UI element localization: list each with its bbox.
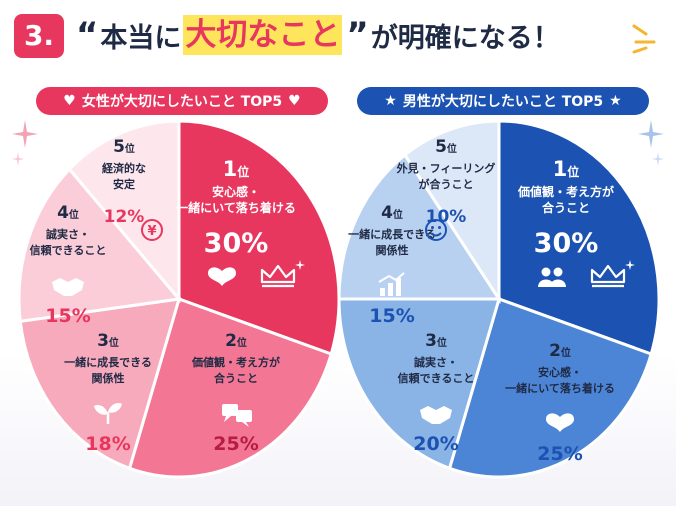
value-label: 25% [213,433,258,455]
headline: “ 本当に 大切なこと ” が明確になる！ [74,10,560,60]
men-slice-rank-3 [337,297,502,471]
men-slice-rank-5 [402,119,501,305]
rank-label: 4位 [381,203,403,223]
slice-label-line: 安心感・ [212,184,260,199]
rank-label: 2位 [549,341,571,361]
yen-coin-icon: ¥ [141,219,163,241]
sparkle-icon [12,120,38,166]
star-icon: ★ [609,93,622,109]
quote-open: “ [76,15,99,55]
star-icon: ★ [384,93,397,109]
value-label: 12% [104,207,145,227]
slice-label-line: 価値観・考え方が [191,355,280,369]
men-slice-rank-2 [447,297,654,479]
slice-label-line: 一緒にいて落ち着ける [176,200,296,215]
value-label: 25% [537,443,582,465]
slice-label-line: 安心感・ [538,365,582,379]
rank-label: 5位 [113,137,135,157]
headline-text-before: 本当に [100,22,182,54]
slice-label-line: 信頼できること [398,371,475,385]
headline-text-after: が明確になる！ [370,22,560,54]
slice-label-line: 関係性 [92,371,125,385]
rank-label: 3位 [425,331,447,351]
slice-label-line: 誠実さ・ [46,227,90,241]
heart-icon [546,413,574,432]
women-slice-rank-2 [127,297,334,479]
value-label: 15% [369,305,414,327]
sprout-icon [94,402,122,424]
slice-label-line: 合うこと [542,200,590,215]
value-label: 10% [426,207,467,227]
people-icon [538,267,566,287]
slice-label-line: 誠実さ・ [414,355,458,369]
section-number-badge: 3. [14,14,64,58]
men-slice-rank-4 [337,152,502,301]
men-chart-title: 男性が大切にしたいこと TOP5 [402,94,604,110]
slice-label-line: 一緒に成長できる [64,355,152,369]
slice-label-line: 経済的な [102,161,146,175]
quote-close: ” [346,15,369,55]
heart-icon [208,267,236,286]
heart-icon: ♥ [63,93,76,109]
rank-label: 2位 [225,331,247,351]
value-label: 30% [204,228,269,259]
slice-label-line: 信頼できること [30,243,107,257]
slice-label-line: 合うこと [214,371,258,385]
emphasis-lines-icon [632,24,656,54]
heart-icon: ♥ [288,93,301,109]
growth-chart-icon [378,272,405,296]
value-label: 18% [85,433,130,455]
rank-label: 4位 [57,203,79,223]
value-label: 15% [45,305,90,327]
headline-highlight: 大切なこと [183,15,343,55]
rank-label: 1位 [223,157,250,181]
chat-bubbles-icon [222,404,252,427]
men-title-pill: ★ 男性が大切にしたいこと TOP5 ★ [357,87,649,115]
women-chart-title: 女性が大切にしたいこと TOP5 [81,94,283,110]
rank-label: 5位 [435,137,457,157]
value-label: 30% [534,228,599,259]
slice-label-line: が合うこと [419,177,474,191]
svg-text:¥: ¥ [147,224,156,239]
handshake-icon [420,406,452,424]
slice-label-line: 一緒にいて落ち着ける [505,381,615,395]
slice-label-line: 価値観・考え方が [517,184,614,199]
slice-label-line: 一緒に成長できる [348,227,436,241]
value-label: 20% [413,433,458,455]
slice-label-line: 関係性 [376,243,409,257]
sparkle-icon [638,120,664,166]
rank-label: 3位 [97,331,119,351]
women-title-pill: ♥ 女性が大切にしたいこと TOP5 ♥ [36,87,328,115]
slice-label-line: 外見・フィーリング [396,161,496,175]
handshake-icon [52,278,84,296]
slice-label-line: 安定 [113,177,135,191]
women-slice-rank-5 [67,119,181,304]
rank-label: 1位 [553,157,580,181]
crown-icon [590,260,635,288]
smile-icon [425,219,447,241]
men-slice-rank-1 [497,119,661,356]
crown-icon [260,260,305,288]
women-slice-rank-3 [18,297,182,471]
